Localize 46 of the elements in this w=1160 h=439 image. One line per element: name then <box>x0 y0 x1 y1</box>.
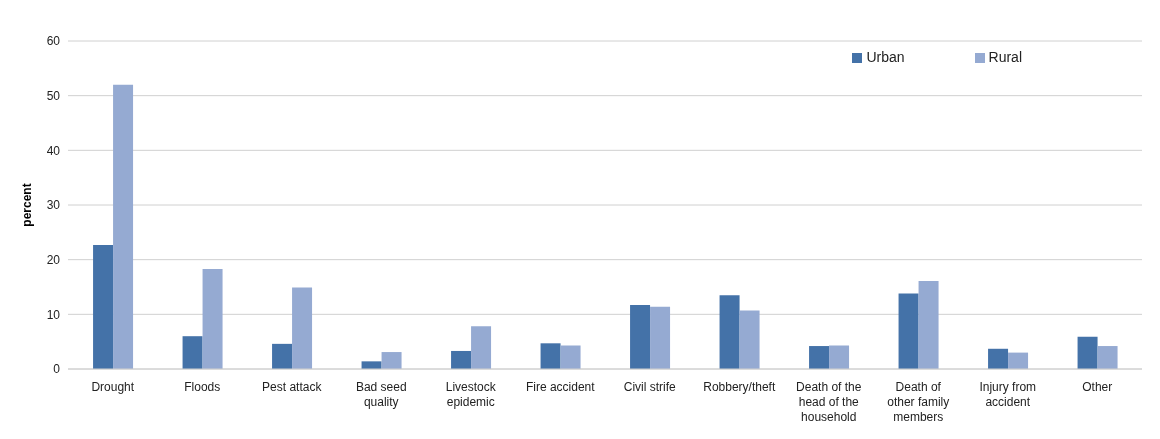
y-tick-label: 0 <box>53 362 61 377</box>
x-tick-label: Floods <box>184 380 221 394</box>
bar <box>93 244 114 369</box>
y-tick-label: 10 <box>46 307 61 322</box>
bar <box>630 305 651 369</box>
bar <box>202 268 223 369</box>
y-tick-label: 50 <box>46 88 61 103</box>
x-tick-label: Death of other family members <box>887 380 950 424</box>
bar <box>182 336 203 369</box>
y-tick-label: 60 <box>46 34 61 49</box>
y-tick-label: 30 <box>46 198 61 213</box>
bar <box>650 306 671 369</box>
x-tick-label: Pest attack <box>262 380 323 394</box>
x-tick-label: Fire accident <box>525 380 596 394</box>
bar <box>272 343 293 369</box>
x-tick-label: Civil strife <box>623 380 677 394</box>
bar <box>829 345 850 369</box>
bar <box>292 287 313 369</box>
y-tick-label: 40 <box>46 143 61 158</box>
y-tick-label: 20 <box>46 252 61 267</box>
bar <box>451 350 472 369</box>
bar <box>1077 336 1098 369</box>
x-tick-label: Other <box>1082 380 1113 394</box>
bar <box>809 346 830 369</box>
x-tick-label: Drought <box>91 380 135 394</box>
bar <box>719 295 740 369</box>
y-axis-title: percent <box>20 183 35 227</box>
bar <box>988 348 1009 369</box>
bar <box>113 84 134 369</box>
x-tick-label: Livestock epidemic <box>445 380 497 409</box>
x-tick-label: Robbery/theft <box>703 380 776 394</box>
legend-label: Urban <box>866 49 905 65</box>
bar <box>918 280 939 369</box>
bar <box>1008 352 1029 369</box>
bar <box>540 343 561 369</box>
x-tick-label: Injury from accident <box>979 380 1037 409</box>
bar <box>471 326 492 369</box>
bar <box>560 345 581 369</box>
bar <box>381 352 402 369</box>
x-tick-label: Death of the head of the household <box>796 380 862 424</box>
bar <box>1097 346 1118 369</box>
bar <box>361 361 382 369</box>
x-tick-label: Bad seed quality <box>355 380 407 409</box>
bar <box>898 293 919 369</box>
bar <box>739 310 760 369</box>
legend-label: Rural <box>988 49 1022 65</box>
